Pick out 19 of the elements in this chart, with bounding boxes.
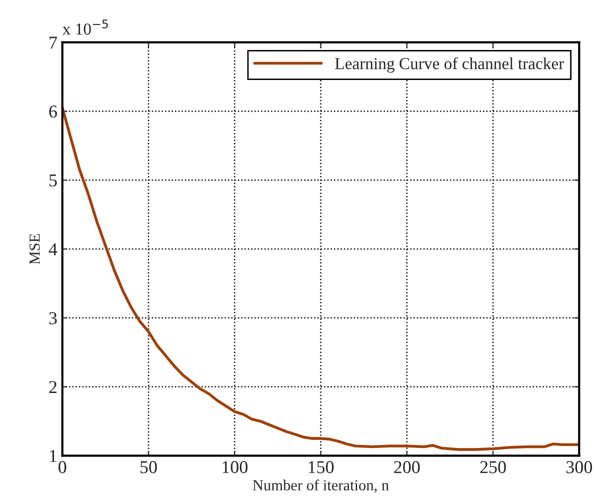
y-axis-title: MSE <box>30 234 40 264</box>
x-tick-label: 0 <box>58 461 66 474</box>
y-tick-label: 2 <box>49 381 57 394</box>
y-tick-label: 3 <box>49 312 57 324</box>
x-tick-label: 100 <box>222 461 248 474</box>
y-tick-label: 4 <box>48 243 58 256</box>
legend-label: Learning Curve of channel tracker <box>335 57 564 73</box>
y-tick-label: 6 <box>49 106 57 118</box>
x-tick-label: 200 <box>394 461 420 474</box>
text: x 10$^{−5}$ <box>62 20 108 35</box>
x-tick-label: 300 <box>566 461 592 474</box>
y-tick-label: 1 <box>50 450 56 462</box>
y-tick-label: 7 <box>50 36 57 49</box>
y-tick-label: 5 <box>50 174 57 187</box>
x-tick-label: 50 <box>140 461 157 474</box>
x-tick-label: 250 <box>480 461 506 474</box>
x-axis-title: Number of iteration, n <box>252 480 389 493</box>
x-tick-label: 150 <box>308 461 334 474</box>
line-series <box>62 106 580 451</box>
